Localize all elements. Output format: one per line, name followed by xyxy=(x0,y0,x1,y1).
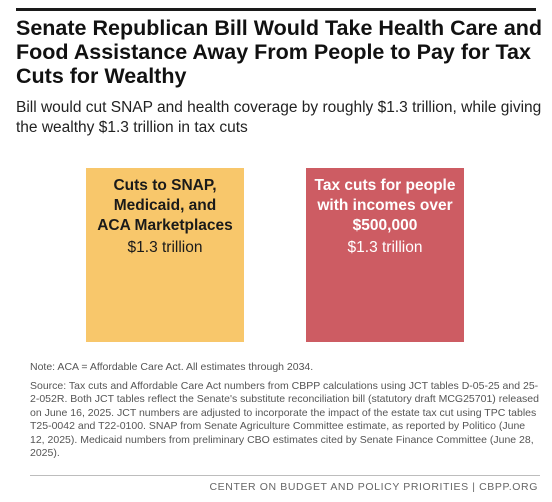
bar-2-category-label: Tax cuts for people xyxy=(315,177,456,194)
chart-note: Note: ACA = Affordable Care Act. All est… xyxy=(30,361,314,373)
footer-rule xyxy=(30,475,540,476)
bar-1-category-label: Cuts to SNAP, xyxy=(113,177,216,194)
bar-1 xyxy=(86,168,244,342)
chart-subtitle: Bill would cut SNAP and health coverage … xyxy=(16,99,542,136)
bar-2-category-label: with incomes over xyxy=(316,197,452,214)
bar-2-value-label: $1.3 trillion xyxy=(348,239,423,256)
top-rule xyxy=(16,8,536,11)
bar-1-category-label: Medicaid, and xyxy=(114,197,217,214)
footer-credit: CENTER ON BUDGET AND POLICY PRIORITIES |… xyxy=(209,481,538,493)
bar-1-value-label: $1.3 trillion xyxy=(128,239,203,256)
bar-1-category-label: ACA Marketplaces xyxy=(97,217,233,234)
chart-title: Senate Republican Bill Would Take Health… xyxy=(16,16,543,88)
bar-chart: Cuts to SNAP, Medicaid, and ACA Marketplac… xyxy=(86,168,464,342)
bar-2 xyxy=(306,168,464,342)
chart-source: Source: Tax cuts and Affordable Care Act… xyxy=(30,380,539,460)
bar-2-category-label: $500,000 xyxy=(353,217,418,234)
